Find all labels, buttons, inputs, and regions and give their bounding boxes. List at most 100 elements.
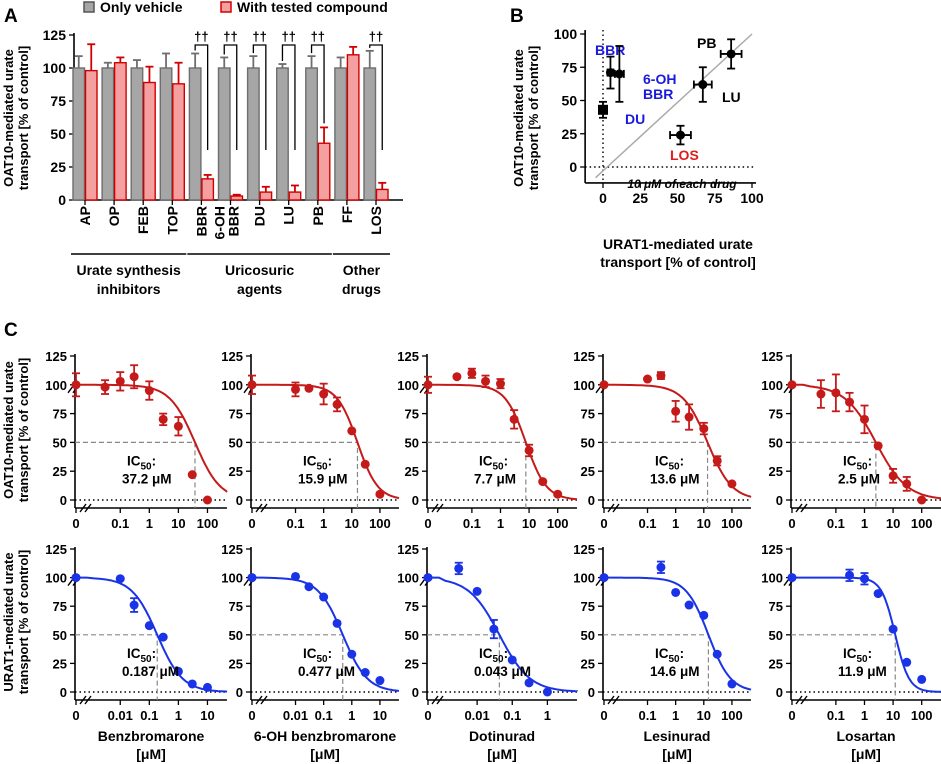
axis-break-mark: [260, 503, 268, 513]
y-tick-label: 100: [397, 378, 419, 393]
y-tick-label: 50: [405, 628, 419, 643]
y-tick-label: 25: [405, 464, 419, 479]
bar-vehicle: [363, 67, 377, 201]
x-tick-label: 75: [707, 190, 723, 206]
x-tick-label: 0: [248, 708, 255, 723]
y-tick-label: 25: [769, 656, 783, 671]
significance-marker: ††: [311, 29, 325, 44]
dose-response-top-1: 0 25 50 75 100 125 0 0.1 1 10 100 IC50:15.9 μM: [221, 349, 400, 531]
x-tick-label: BBR: [193, 206, 209, 236]
data-point: [495, 379, 505, 389]
significance-bracket: [281, 44, 296, 150]
significance-bracket: [252, 44, 267, 150]
x-tick-label: 10: [697, 708, 711, 723]
data-point: [727, 479, 737, 489]
y-tick-label: 25: [229, 464, 243, 479]
data-point: [614, 69, 624, 79]
x-tick-label: 100: [740, 190, 764, 206]
x-tick-label: FEB: [135, 206, 151, 234]
x-tick-label: 0: [788, 708, 795, 723]
data-point: [467, 368, 477, 378]
data-point: [671, 406, 681, 416]
ic50-label: IC50:: [843, 453, 872, 472]
dose-response-bottom-3: 0 25 50 75 100 125 0 0.1 1 10 100 IC50:14.6 μM: [573, 542, 752, 723]
fitted-curve: [604, 576, 752, 691]
x-tick-label: 1: [861, 708, 868, 723]
data-point: [100, 382, 110, 392]
dose-response-top-0: 0 25 50 75 100 125 0 0.1 1 10 100 IC50:37.2 μM: [45, 349, 228, 531]
axis-break-mark: [436, 695, 444, 705]
bar-vehicle: [101, 67, 115, 201]
y-tick-label: 25: [50, 159, 66, 175]
x-tick-label: 0.01: [283, 708, 308, 723]
y-tick-label: 0: [588, 493, 595, 508]
y-tick-label: 100: [761, 571, 783, 586]
y-tick-label: 50: [229, 628, 243, 643]
data-point: [917, 674, 927, 684]
data-point: [173, 666, 183, 676]
data-point: [542, 687, 552, 697]
data-point: [888, 624, 898, 634]
data-point: [291, 384, 301, 394]
axis-break-mark: [436, 503, 444, 513]
data-point: [684, 600, 694, 610]
y-tick-label: 0: [412, 685, 419, 700]
y-tick-label: 25: [581, 464, 595, 479]
data-point: [144, 386, 154, 396]
fitted-curve: [792, 576, 941, 693]
significance-bracket: [369, 44, 383, 150]
data-point: [553, 489, 563, 499]
data-point: [347, 426, 357, 436]
significance-bracket: [223, 44, 238, 150]
y-axis-label-bottom: URAT1-mediated uratetransport [% of cont…: [1, 550, 31, 694]
data-point: [643, 374, 653, 384]
x-tick-label: 1: [497, 516, 504, 531]
x-tick-label: 100: [369, 516, 391, 531]
point-label: 6-OH BBR: [643, 71, 676, 102]
data-point: [727, 679, 737, 689]
ic50-value: 15.9 μM: [298, 471, 348, 486]
y-tick-label: 0: [569, 159, 577, 175]
x-tick-label: 6-OHBBR: [212, 206, 242, 239]
panel-a-label: A: [4, 6, 18, 27]
ic50-value: 0.187 μM: [122, 664, 179, 679]
x-tick-label: AP: [77, 206, 93, 225]
x-tick-label: OP: [106, 206, 122, 226]
x-tick-label: 10: [171, 516, 185, 531]
bar-compound: [201, 178, 215, 201]
x-tick-label: FF: [339, 206, 355, 224]
data-point: [472, 586, 482, 596]
significance-bracket: [310, 44, 325, 124]
data-point: [675, 130, 685, 140]
y-tick-label: 25: [229, 656, 243, 671]
y-tick-label: 100: [221, 571, 243, 586]
group-label: drugs: [342, 281, 381, 297]
x-tick-label: 10: [373, 708, 387, 723]
y-axis-label: OAT10-mediated uratetransport [% of cont…: [1, 46, 31, 190]
data-point: [319, 592, 329, 602]
data-point: [699, 424, 709, 434]
data-point: [423, 380, 433, 390]
axis-break-mark: [800, 695, 808, 705]
ic50-label: IC50:: [655, 646, 684, 665]
data-point: [332, 399, 342, 409]
y-tick-label: 50: [405, 435, 419, 450]
data-point: [129, 600, 139, 610]
y-tick-label: 125: [45, 542, 67, 557]
bar-compound: [113, 62, 127, 201]
data-point: [71, 380, 81, 390]
x-tick-label: 10: [522, 516, 536, 531]
x-tick-label: 0: [788, 516, 795, 531]
data-point: [902, 657, 912, 667]
axis-break-mark: [612, 695, 620, 705]
y-tick-label: 50: [50, 126, 66, 142]
axis-break-mark: [607, 695, 615, 705]
legend-label: With tested compound: [237, 0, 388, 15]
x-tick-label: 100: [911, 708, 933, 723]
drug-name: Dotinurad: [469, 728, 535, 744]
y-tick-label: 0: [412, 493, 419, 508]
bar-compound: [317, 142, 331, 201]
group-label: Urate synthesis: [77, 262, 181, 278]
x-tick-label: 10: [886, 708, 900, 723]
data-point: [671, 587, 681, 597]
